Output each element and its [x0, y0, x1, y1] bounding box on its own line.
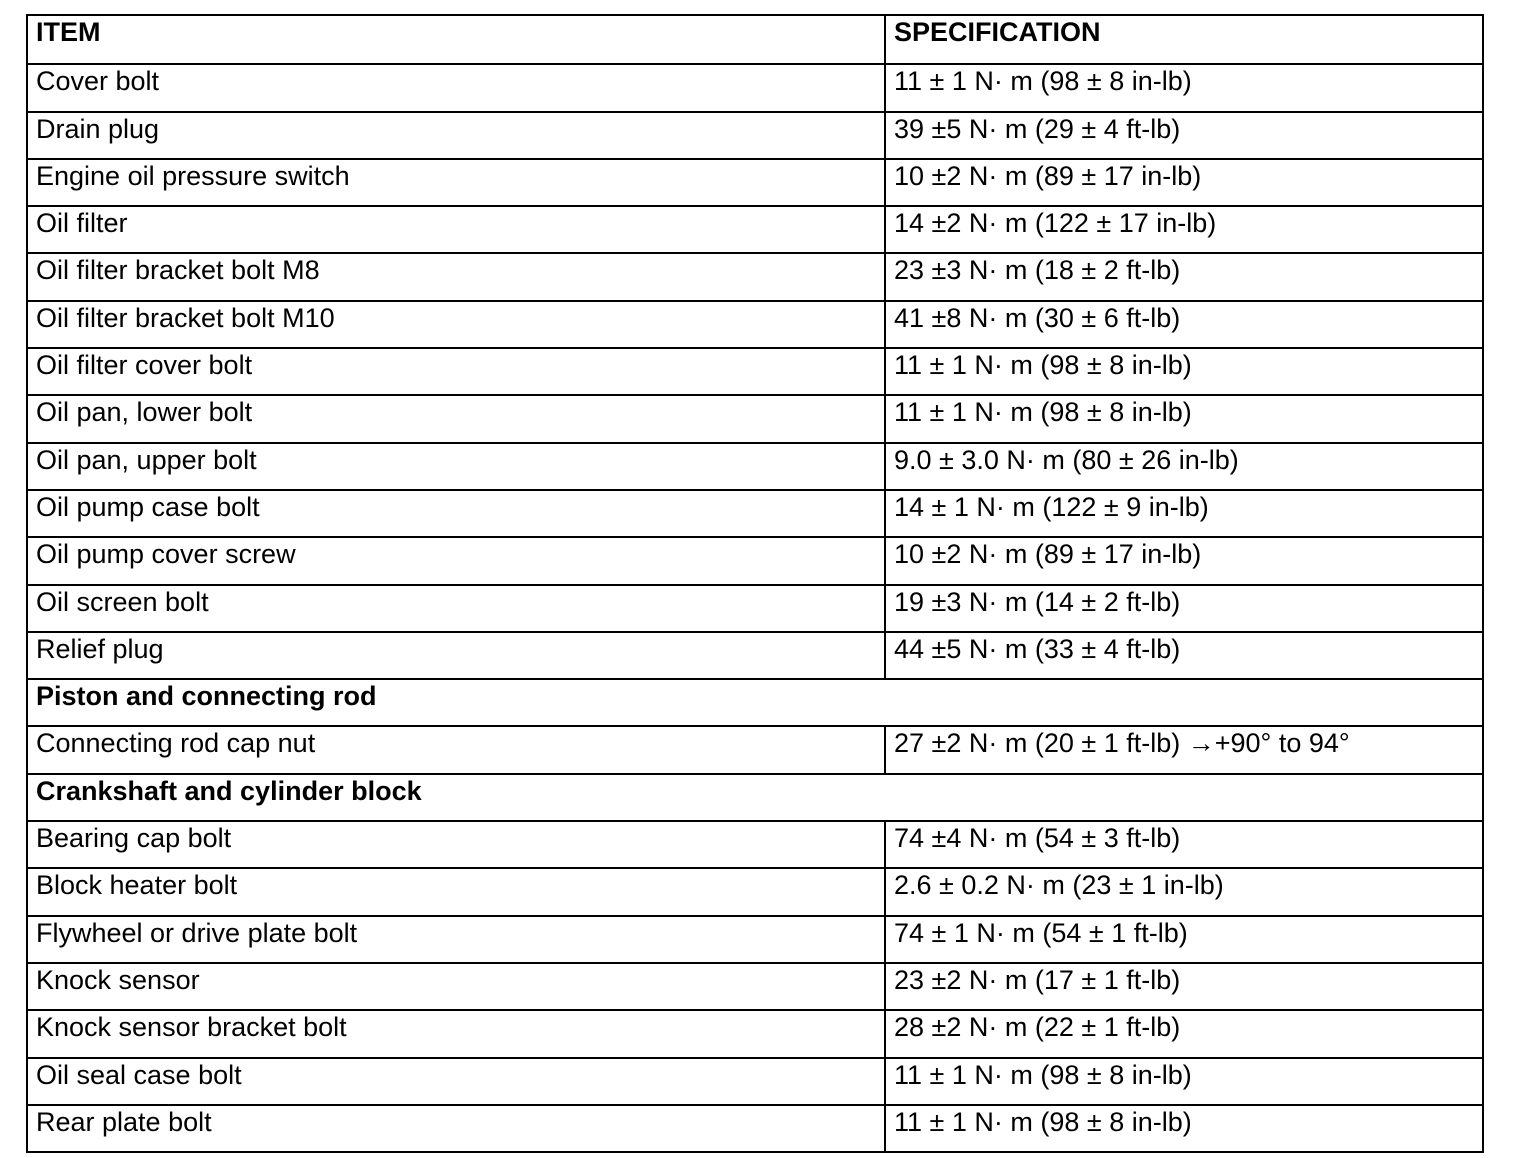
item-cell: Flywheel or drive plate bolt — [28, 916, 886, 962]
specification-cell: 39 ±5 N· m (29 ± 4 ft-lb) — [894, 113, 1181, 144]
specification-cell: 44 ±5 N· m (33 ± 4 ft-lb) — [894, 633, 1181, 664]
table-row: Oil pan, lower bolt 11 ± 1 N· m (98 ± 8 i… — [28, 394, 1482, 442]
table-row: Cover bolt 11 ± 1 N· m (98 ± 8 in-lb) — [28, 63, 1482, 111]
item-cell: Oil seal case bolt — [28, 1058, 886, 1104]
torque-spec-table: ITEM SPECIFICATION Cover bolt 11 ± 1 N· m… — [26, 14, 1484, 1154]
specification-cell: 9.0 ± 3.0 N· m (80 ± 26 in-lb) — [894, 444, 1239, 475]
table-header-row: ITEM SPECIFICATION — [28, 16, 1482, 64]
specification-cell: 10 ±2 N· m (89 ± 17 in-lb) — [894, 539, 1202, 570]
item-cell: Relief plug — [28, 632, 886, 679]
table-row: Oil filter bracket bolt M10 41 ±8 N· m (3… — [28, 299, 1482, 348]
item-cell: Connecting rod cap nut — [28, 727, 886, 773]
item-cell: Oil filter — [28, 207, 886, 253]
table-row: Flywheel or drive plate bolt 74 ± 1 N· m … — [28, 914, 1482, 962]
item-cell: Cover bolt — [28, 65, 886, 111]
table-row: Oil filter cover bolt 11 ± 1 N· m (98 ± 8… — [28, 347, 1482, 395]
item-cell: Knock sensor — [28, 963, 886, 1010]
section-title: Piston and connecting rod — [36, 681, 377, 712]
section-header-row: Crankshaft and cylinder block — [28, 772, 1482, 820]
table-row: Relief plug 44 ±5 N· m (33 ± 4 ft-lb) — [28, 630, 1482, 679]
item-cell: Drain plug — [28, 112, 886, 158]
specification-cell: 74 ±4 N· m (54 ± 3 ft-lb) — [894, 823, 1181, 854]
specification-cell: 11 ± 1 N· m (98 ± 8 in-lb) — [894, 66, 1192, 97]
specification-cell: 41 ±8 N· m (30 ± 6 ft-lb) — [894, 302, 1181, 333]
table-row: Drain plug 39 ±5 N· m (29 ± 4 ft-lb) — [28, 110, 1482, 158]
specification-cell: 19 ±3 N· m (14 ± 2 ft-lb) — [894, 586, 1181, 617]
table-row: Knock sensor bracket bolt 28 ±2 N· m (22 … — [28, 1009, 1482, 1057]
table-row: Oil filter 14 ±2 N· m (122 ± 17 in-lb) — [28, 205, 1482, 253]
table-row: Bearing cap bolt 74 ±4 N· m (54 ± 3 ft-lb… — [28, 820, 1482, 868]
specification-cell: 2.6 ± 0.2 N· m (23 ± 1 in-lb) — [894, 870, 1224, 901]
item-cell: Oil filter cover bolt — [28, 349, 886, 395]
item-cell: Oil filter bracket bolt M8 — [28, 254, 886, 300]
table-row: Engine oil pressure switch 10 ±2 N· m (89… — [28, 157, 1482, 206]
item-cell: Oil pump cover screw — [28, 538, 886, 584]
table-row: Oil pan, upper bolt 9.0 ± 3.0 N· m (80 ± … — [28, 441, 1482, 489]
item-cell: Oil pan, lower bolt — [28, 396, 886, 442]
specification-cell: 11 ± 1 N· m (98 ± 8 in-lb) — [894, 1059, 1192, 1090]
specification-cell: 74 ± 1 N· m (54 ± 1 ft-lb) — [894, 917, 1188, 948]
item-cell: Oil screen bolt — [28, 585, 886, 631]
specification-cell: 14 ± 1 N· m (122 ± 9 in-lb) — [894, 491, 1209, 522]
section-header-row: Piston and connecting rod — [28, 678, 1482, 725]
item-cell: Rear plate bolt — [28, 1105, 886, 1152]
item-cell: Oil filter bracket bolt M10 — [28, 301, 886, 348]
header-item: ITEM — [28, 16, 886, 64]
table-row: Oil pump case bolt 14 ± 1 N· m (122 ± 9 i… — [28, 488, 1482, 537]
specification-cell: 28 ±2 N· m (22 ± 1 ft-lb) — [894, 1012, 1181, 1043]
table-row: Oil screen bolt 19 ±3 N· m (14 ± 2 ft-lb) — [28, 583, 1482, 631]
item-cell: Bearing cap bolt — [28, 822, 886, 868]
specification-cell: 11 ± 1 N· m (98 ± 8 in-lb) — [894, 1106, 1192, 1137]
item-cell: Oil pump case bolt — [28, 490, 886, 537]
specification-cell: 27 ±2 N· m (20 ± 1 ft-lb) →+90° to 94° — [894, 728, 1350, 759]
table-row: Oil seal case bolt 11 ± 1 N· m (98 ± 8 in… — [28, 1056, 1482, 1104]
header-specification: SPECIFICATION — [894, 17, 1101, 47]
item-cell: Oil pan, upper bolt — [28, 443, 886, 489]
specification-cell: 11 ± 1 N· m (98 ± 8 in-lb) — [894, 397, 1192, 428]
section-title: Crankshaft and cylinder block — [36, 775, 422, 806]
table-row: Rear plate bolt 11 ± 1 N· m (98 ± 8 in-lb… — [28, 1103, 1482, 1152]
table-row: Connecting rod cap nut 27 ±2 N· m (20 ± 1… — [28, 725, 1482, 773]
item-cell: Engine oil pressure switch — [28, 159, 886, 206]
table-row: Knock sensor 23 ±2 N· m (17 ± 1 ft-lb) — [28, 961, 1482, 1010]
specification-cell: 10 ±2 N· m (89 ± 17 in-lb) — [894, 160, 1202, 191]
specification-cell: 23 ±3 N· m (18 ± 2 ft-lb) — [894, 255, 1181, 286]
table-row: Oil pump cover screw 10 ±2 N· m (89 ± 17 … — [28, 536, 1482, 584]
table-row: Block heater bolt 2.6 ± 0.2 N· m (23 ± 1 … — [28, 867, 1482, 915]
item-cell: Block heater bolt — [28, 869, 886, 915]
item-cell: Knock sensor bracket bolt — [28, 1011, 886, 1057]
table-row: Oil filter bracket bolt M8 23 ±3 N· m (18… — [28, 252, 1482, 300]
specification-cell: 11 ± 1 N· m (98 ± 8 in-lb) — [894, 350, 1192, 381]
specification-cell: 23 ±2 N· m (17 ± 1 ft-lb) — [894, 964, 1181, 995]
specification-cell: 14 ±2 N· m (122 ± 17 in-lb) — [894, 208, 1217, 239]
